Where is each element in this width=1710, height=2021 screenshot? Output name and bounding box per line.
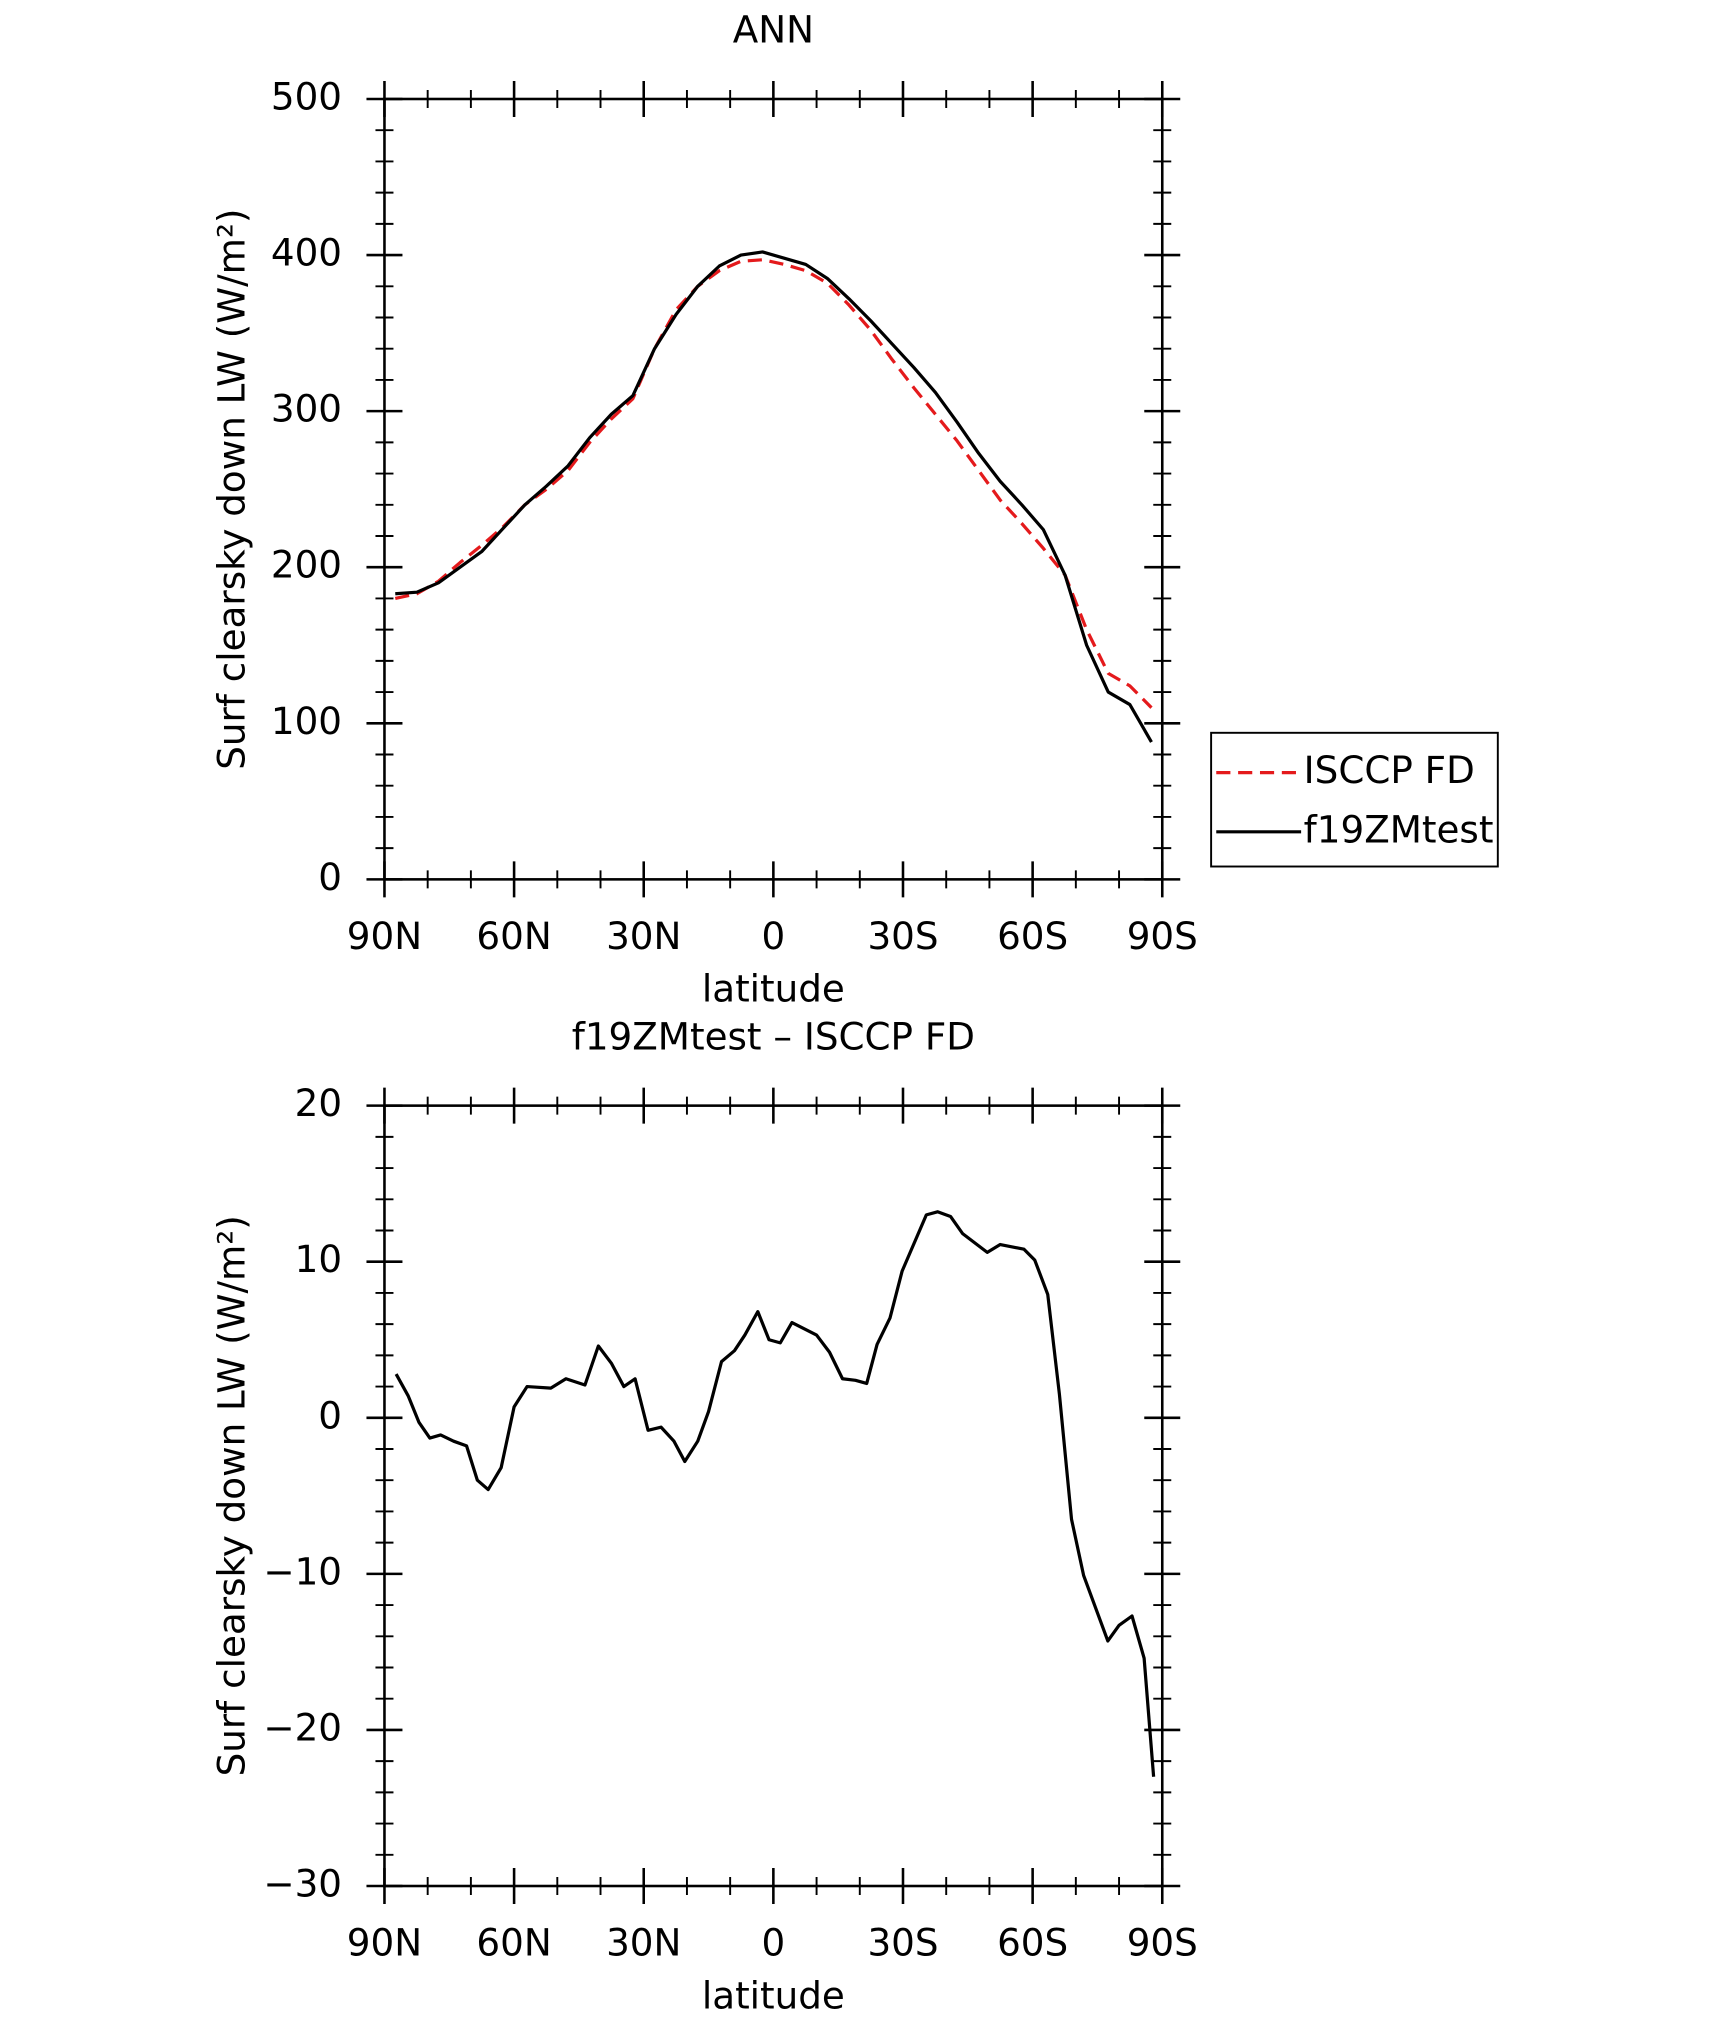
y-tick-label: −30 (263, 1862, 342, 1906)
plot: f19ZMtest – ISCCP FD latitude Surf clearsk… (210, 1014, 1198, 2017)
y-tick-label: 500 (271, 74, 342, 118)
x-axis-label: latitude (702, 1973, 845, 2017)
y-tick-label: 0 (318, 855, 342, 899)
y-tick-label: 200 (271, 543, 342, 587)
data-line (394, 1210, 1156, 1777)
chart-title: f19ZMtest – ISCCP FD (572, 1014, 975, 1058)
x-tick-label: 30N (606, 914, 681, 958)
legend-box (1210, 731, 1499, 868)
x-tick-label: 0 (762, 1921, 786, 1965)
y-tick-label: 10 (295, 1237, 342, 1281)
y-tick-label: 300 (271, 387, 342, 431)
x-tick-label: 30N (606, 1921, 681, 1965)
chart-title: ANN (733, 8, 814, 52)
y-axis-label: Surf clearsky down LW (W/m²) (210, 1215, 254, 1776)
plot-frame (383, 97, 1164, 881)
data-line (394, 258, 1153, 709)
x-tick-label: 0 (762, 914, 786, 958)
x-tick-label: 90S (1127, 1921, 1198, 1965)
legend-label: ISCCP FD (1304, 748, 1475, 792)
y-tick-label: 0 (318, 1393, 342, 1437)
x-tick-label: 30S (867, 914, 938, 958)
y-tick-label: −10 (263, 1549, 342, 1593)
plot: ANN latitude Surf clearsky down LW (W/m²) 0… (210, 8, 1499, 1011)
x-tick-label: 90N (347, 914, 422, 958)
x-tick-label: 60N (476, 914, 551, 958)
y-tick-label: 400 (271, 231, 342, 275)
y-tick-label: 100 (271, 699, 342, 743)
legend-label: f19ZMtest (1304, 807, 1494, 851)
x-tick-label: 30S (867, 1921, 938, 1965)
y-axis-label: Surf clearsky down LW (W/m²) (210, 209, 254, 770)
data-line (395, 250, 1153, 743)
x-tick-label: 90S (1127, 914, 1198, 958)
plot-frame (383, 1104, 1164, 1888)
y-tick-label: 20 (295, 1081, 342, 1125)
x-tick-label: 60S (997, 914, 1068, 958)
y-tick-label: −20 (263, 1705, 342, 1749)
x-tick-label: 60S (997, 1921, 1068, 1965)
x-axis-label: latitude (702, 967, 845, 1011)
x-tick-label: 60N (476, 1921, 551, 1965)
x-tick-label: 90N (347, 1921, 422, 1965)
